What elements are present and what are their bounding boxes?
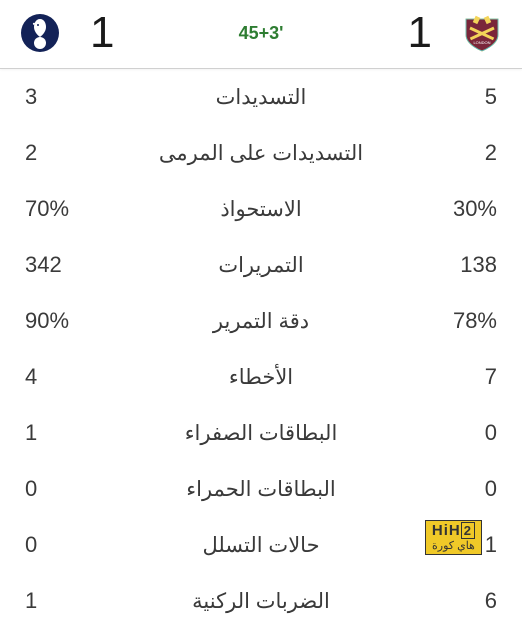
stat-away-value: 2 [437,140,497,166]
westham-badge-icon: LONDON [462,13,502,53]
stat-label: الضربات الركنية [85,589,437,614]
stat-home-value: 0 [25,532,85,558]
away-team-section: 1 LONDON [408,8,502,58]
stat-row: 1البطاقات الصفراء0 [20,405,502,461]
stat-row: 2التسديدات على المرمى2 [20,125,502,181]
stat-home-value: 4 [25,364,85,390]
stat-away-value: 30% [437,196,497,222]
stat-label: البطاقات الصفراء [85,421,437,446]
stat-label: التمريرات [85,253,437,278]
stat-away-value: 0 [437,420,497,446]
stat-home-value: 90% [25,308,85,334]
stat-away-value: 7 [437,364,497,390]
stat-away-value: 6 [437,588,497,614]
stat-row: 342التمريرات138 [20,237,502,293]
stat-label: التسديدات [85,85,437,110]
stat-row: 1الضربات الركنية6 [20,573,502,629]
stat-label: البطاقات الحمراء [85,477,437,502]
tottenham-badge-icon [20,13,60,53]
stat-label: التسديدات على المرمى [85,141,437,166]
svg-text:LONDON: LONDON [473,40,490,45]
watermark-line2: هاي كورة [432,540,475,552]
stat-row: 0البطاقات الحمراء0 [20,461,502,517]
stat-row: 70%الاستحواذ30% [20,181,502,237]
stat-label: الاستحواذ [85,197,437,222]
stat-label: دقة التمرير [85,309,437,334]
stat-home-value: 1 [25,588,85,614]
home-team-section: 1 [20,8,114,58]
stat-away-value: 5 [437,84,497,110]
stat-home-value: 1 [25,420,85,446]
stat-away-value: 138 [437,252,497,278]
stat-away-value: 0 [437,476,497,502]
stat-home-value: 3 [25,84,85,110]
score-header: 1 45+3' 1 LONDON [0,0,522,69]
stat-away-value: 78% [437,308,497,334]
stat-row: 3التسديدات5 [20,69,502,125]
stat-row: 90%دقة التمرير78% [20,293,502,349]
stat-label: الأخطاء [85,365,437,390]
watermark-text-a: HiH [432,522,461,539]
match-time: 45+3' [239,23,284,44]
stat-home-value: 2 [25,140,85,166]
watermark-line1: HiH2 [432,523,475,540]
stat-label: حالات التسلل [85,533,437,558]
stat-home-value: 342 [25,252,85,278]
home-score: 1 [90,8,114,58]
watermark-badge: HiH2 هاي كورة [425,520,482,555]
away-score: 1 [408,8,432,58]
stat-row: 4الأخطاء7 [20,349,502,405]
watermark-text-b: 2 [461,522,475,539]
stat-home-value: 0 [25,476,85,502]
stat-home-value: 70% [25,196,85,222]
